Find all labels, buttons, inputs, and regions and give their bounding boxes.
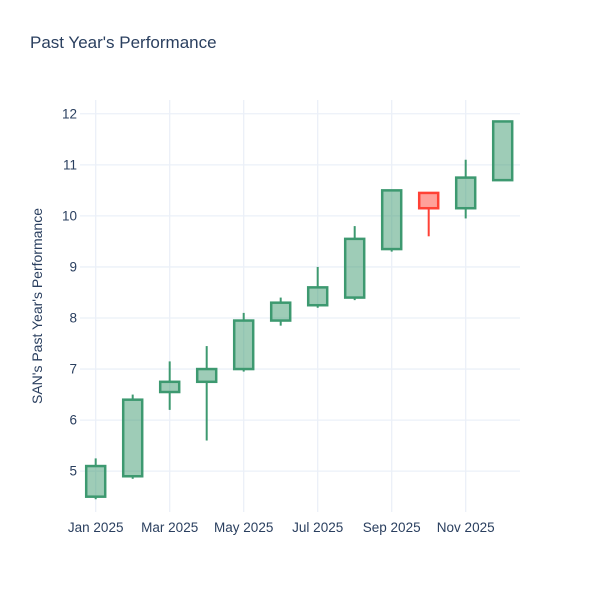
y-tick-label: 11 [63,157,77,172]
candle-body-up [380,189,403,251]
candle-body-up [121,398,144,478]
chart-title: Past Year's Performance [30,33,217,52]
y-tick-label: 12 [62,106,77,121]
y-tick-label: 5 [69,464,77,479]
candle-body-up [491,120,514,182]
x-tick-label: Mar 2025 [141,520,198,535]
candle-body-up [343,237,366,299]
candle-body-up [269,301,292,322]
y-tick-label: 7 [69,362,77,377]
x-tick-label: May 2025 [214,520,273,535]
candle-body-up [84,464,107,498]
candle-body-down [417,191,440,210]
y-tick-label: 9 [69,259,77,274]
x-tick-label: Sep 2025 [363,520,421,535]
candle-body-up [232,319,255,371]
y-tick-label: 6 [69,413,77,428]
x-tick-label: Nov 2025 [437,520,495,535]
x-tick-label: Jan 2025 [68,520,124,535]
candle-body-up [454,176,477,210]
candle-body-up [195,367,218,384]
y-tick-label: 8 [69,310,77,325]
candle-body-up [306,286,329,307]
candle-body-up [158,380,181,394]
y-tick-label: 10 [62,208,77,223]
x-tick-label: Jul 2025 [292,520,343,535]
